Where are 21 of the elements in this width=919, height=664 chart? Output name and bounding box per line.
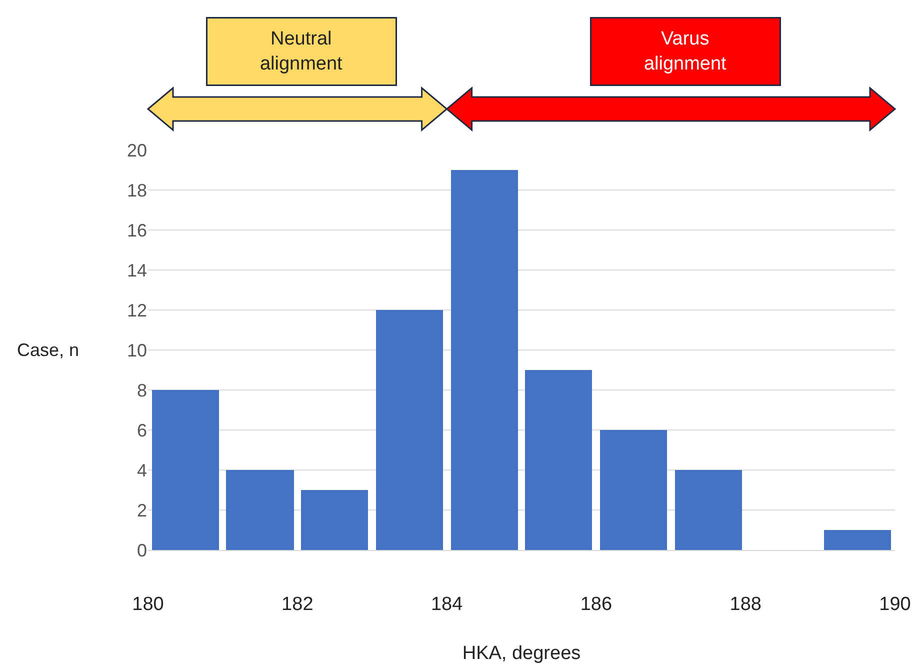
y-tick-label: 0 [136, 540, 147, 560]
y-tick-label: 10 [126, 340, 147, 360]
y-tick-label: 6 [136, 420, 147, 440]
y-tick-label: 2 [136, 500, 147, 520]
x-axis-title: HKA, degrees [462, 643, 581, 664]
x-tick-label: 180 [132, 594, 164, 615]
y-axis-title: Case, n [17, 340, 80, 360]
x-tick-label: 182 [282, 594, 314, 615]
text: Varus alignment [644, 28, 728, 74]
x-tick-label: 184 [430, 594, 464, 615]
y-tick-label: 8 [136, 380, 147, 400]
y-tick-label: 4 [136, 460, 147, 480]
y-tick-label: 12 [126, 300, 147, 320]
y-tick-label: 20 [126, 140, 147, 160]
x-tick-label: 188 [730, 594, 762, 615]
y-tick-label: 14 [126, 260, 147, 280]
x-tick-label: 186 [580, 594, 612, 615]
x-tick-label: 190 [879, 594, 911, 615]
y-tick-label: 18 [126, 180, 147, 200]
y-tick-label: 16 [126, 220, 147, 240]
text: Neutral alignment [260, 28, 344, 74]
